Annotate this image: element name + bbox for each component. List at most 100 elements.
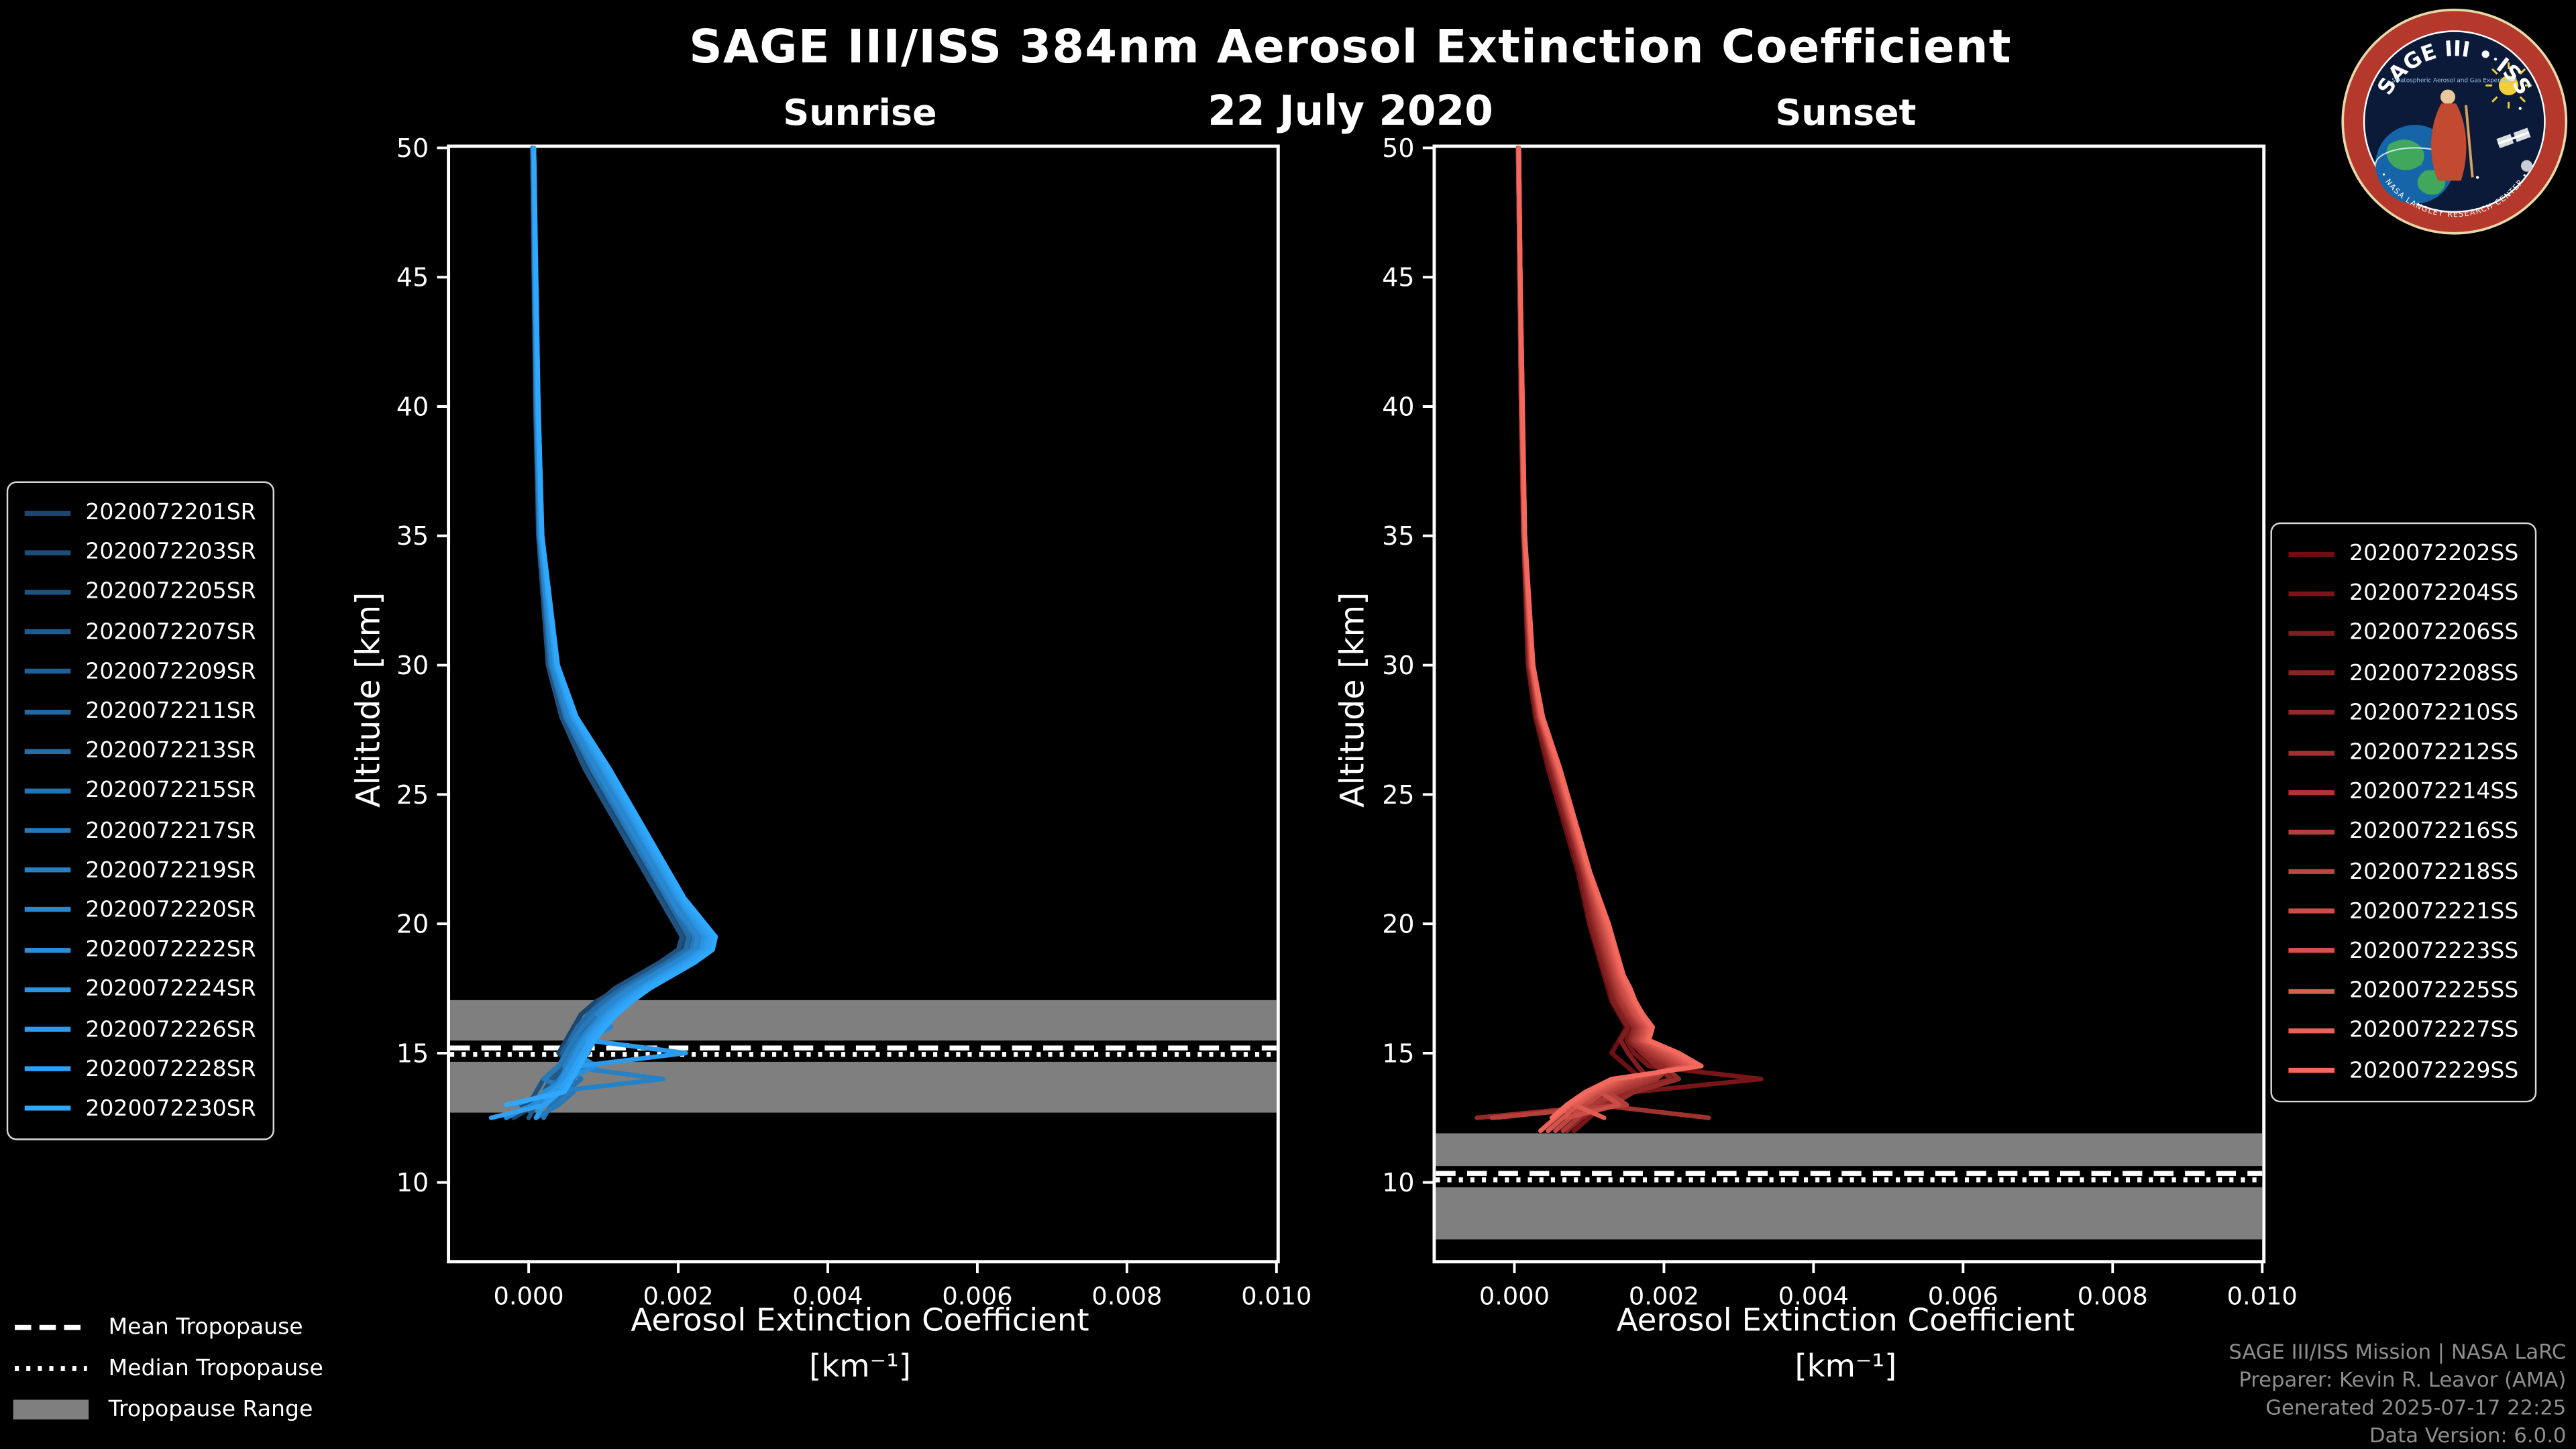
sunset-plot-area: 10 15 20 25 30 35 40 45 50 0.000 0.002 0.004 0.006 0.… [1382, 133, 2298, 1311]
legend-item: 2020072230SR [24, 1089, 256, 1128]
legend-label: 2020072228SR [85, 1056, 256, 1083]
profile-line-2020072208SS [1515, 145, 1674, 1134]
legend-label: 2020072204SS [2349, 580, 2519, 607]
legend-label: 2020072212SS [2349, 739, 2519, 766]
legend-item: 2020072210SS [2288, 693, 2518, 733]
credit-version: Data Version: 6.0.0 [2369, 1422, 2567, 1448]
legend-swatch [24, 749, 71, 754]
legend-item: 2020072211SR [24, 692, 256, 731]
logo-sun [2498, 75, 2519, 96]
profile-line-2020072218SS [1515, 145, 1685, 1134]
x-tick-label: 0.008 [1091, 1281, 1162, 1310]
y-tick-label: 10 [396, 1168, 429, 1197]
mean-tropopause-legend-item: Mean Tropopause [13, 1306, 323, 1347]
legend-label: 2020072219SR [85, 857, 256, 884]
profile-line-2020072230SR [504, 145, 718, 1108]
legend-swatch [2288, 908, 2334, 914]
legend-item: 2020072217SR [24, 811, 256, 851]
profile-line-2020072206SS [1515, 145, 1652, 1120]
legend-label: 2020072209SR [85, 658, 256, 685]
legend-item: 2020072208SS [2288, 653, 2518, 693]
logo-sage-figure [2431, 89, 2474, 181]
profile-line-2020072210SS [1474, 145, 1682, 1120]
profile-line-2020072204SS [1515, 145, 1764, 1134]
legend-label: 2020072229SS [2349, 1057, 2519, 1084]
logo-iss [2496, 127, 2531, 148]
legend-swatch [24, 1026, 71, 1032]
legend-label: 2020072208SS [2349, 659, 2519, 686]
sunrise-plot-area: 10 15 20 25 30 35 40 45 50 0.000 0.002 0.004 0.006 0.… [396, 133, 1312, 1311]
legend-item: 2020072209SR [24, 652, 256, 692]
figure-title: SAGE III/ISS 384nm Aerosol Extinction Co… [689, 19, 2012, 74]
legend-swatch [2288, 551, 2334, 557]
legend-label: 2020072214SS [2349, 779, 2519, 806]
gray-band-icon [13, 1399, 89, 1419]
median-tropopause-label: Median Tropopause [108, 1354, 323, 1381]
x-tick-label: 0.008 [2078, 1281, 2148, 1310]
sage-iii-iss-logo: SAGE III • ISS Stratospheric Aerosol and… [2341, 8, 2568, 235]
y-tick-label: 50 [396, 133, 429, 163]
legend-item: 2020072213SR [24, 731, 256, 771]
profile-line-2020072213SR [531, 145, 692, 1108]
legend-swatch [24, 1066, 71, 1072]
legend-swatch [24, 788, 71, 794]
x-tick-label: 0.004 [1778, 1281, 1849, 1310]
legend-label: 2020072203SR [85, 539, 256, 566]
tropopause-legend: Mean Tropopause Median Tropopause Tropop… [13, 1306, 323, 1430]
credit-preparer: Preparer: Kevin R. Leavor (AMA) [2239, 1366, 2567, 1392]
x-tick-label: 0.006 [1928, 1281, 1998, 1310]
x-tick-label: 0.006 [942, 1281, 1012, 1310]
y-tick-label: 45 [1382, 263, 1414, 292]
y-axis-label-sunset: Altitude [km] [1332, 592, 1372, 808]
legend-label: 2020072220SR [85, 897, 256, 924]
legend-swatch [2288, 869, 2334, 875]
legend-swatch [24, 629, 71, 635]
tropopause-range-legend-item: Tropopause Range [13, 1388, 323, 1429]
x-tick-label: 0.002 [643, 1281, 713, 1310]
y-tick-label: 35 [1382, 521, 1414, 551]
legend-label: 2020072227SS [2349, 1017, 2519, 1044]
y-tick-label: 15 [396, 1038, 429, 1068]
legend-label: 2020072206SS [2349, 620, 2519, 647]
logo-sun-rays [2485, 62, 2532, 109]
y-tick-label: 20 [1382, 910, 1414, 939]
y-tick-label: 25 [1382, 780, 1414, 810]
legend-item: 2020072201SR [24, 493, 256, 533]
legend-item: 2020072222SR [24, 930, 256, 969]
mean-tropopause-label: Mean Tropopause [108, 1313, 303, 1340]
legend-label: 2020072225SS [2349, 977, 2519, 1004]
legend-swatch [2288, 1067, 2334, 1073]
x-axis-units-sunrise: [km⁻¹] [809, 1348, 911, 1385]
legend-swatch [2288, 591, 2334, 596]
x-tick-label: 0.010 [2227, 1281, 2298, 1310]
legend-item: 2020072204SS [2288, 574, 2518, 613]
y-tick-label: 35 [396, 521, 429, 551]
legend-item: 2020072218SS [2288, 852, 2518, 892]
x-tick-label: 0.004 [792, 1281, 863, 1310]
x-axis-label-sunrise: Aerosol Extinction Coefficient [631, 1303, 1089, 1339]
legend-swatch [24, 708, 71, 714]
legend-label: 2020072210SS [2349, 699, 2519, 727]
legend-item: 2020072207SR [24, 612, 256, 651]
legend-swatch [2288, 949, 2334, 954]
legend-swatch [24, 987, 71, 992]
legend-label: 2020072218SS [2349, 858, 2519, 885]
legend-item: 2020072206SS [2288, 613, 2518, 653]
y-tick-label: 50 [1382, 133, 1414, 163]
y-tick-label: 20 [396, 910, 429, 939]
legend-swatch [24, 867, 71, 873]
sunrise-series-legend: 2020072201SR 2020072203SR 2020072205SR 2020… [6, 481, 274, 1140]
legend-label: 2020072202SS [2349, 540, 2519, 568]
y-tick-label: 40 [396, 392, 429, 421]
legend-label: 2020072205SR [85, 579, 256, 606]
legend-swatch [2288, 988, 2334, 994]
median-tropopause-legend-item: Median Tropopause [13, 1347, 323, 1388]
y-tick-label: 45 [396, 263, 429, 292]
profile-line-2020072214SS [1515, 145, 1678, 1134]
credit-generated: Generated 2025-07-17 22:25 [2265, 1395, 2567, 1419]
logo-subtitle: Stratospheric Aerosol and Gas Experiment [2392, 77, 2517, 84]
sunset-plot-canvas: 10 15 20 25 30 35 40 45 50 0.000 0.002 0.004 0.006 0.… [1382, 133, 2298, 1311]
legend-item: 2020072215SR [24, 771, 256, 810]
legend-label: 2020072216SS [2349, 818, 2519, 845]
legend-item: 2020072219SR [24, 851, 256, 890]
